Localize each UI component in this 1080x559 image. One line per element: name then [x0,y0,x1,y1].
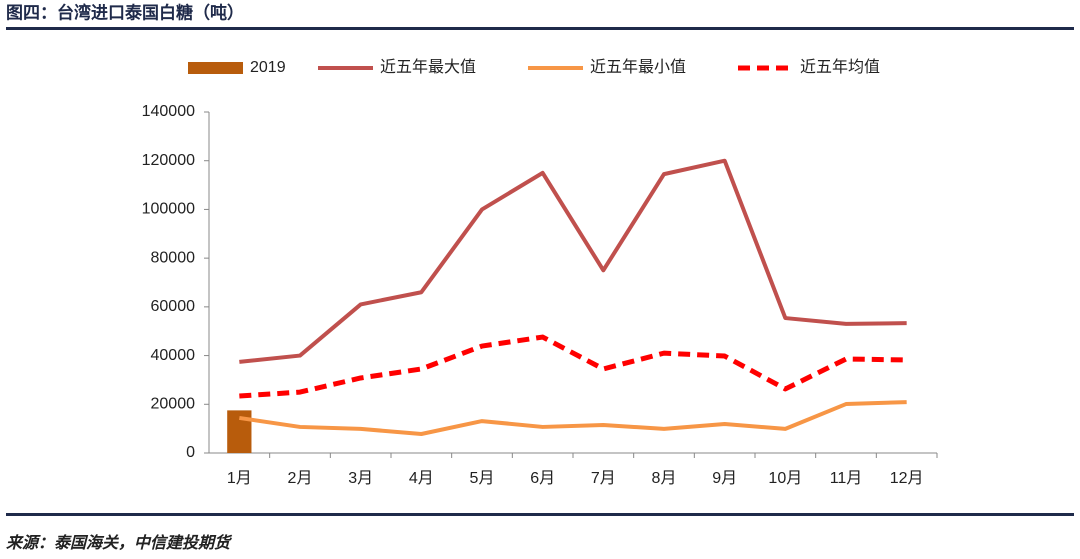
line-series [239,158,907,364]
x-tick-label: 1月 [227,470,252,487]
x-tick-label: 6月 [530,470,555,487]
header-rule [6,27,1074,30]
footer-rule [6,513,1074,516]
x-tick-label: 4月 [409,470,434,487]
x-tick-label: 10月 [768,470,802,487]
y-tick-label: 120000 [142,152,195,169]
x-tick-label: 7月 [591,470,616,487]
y-tick-label: 40000 [151,347,196,364]
legend-label: 近五年最小值 [590,58,686,76]
x-tick-label: 9月 [712,470,737,487]
source-note: 来源：泰国海关，中信建投期货 [6,534,233,552]
y-tick-label: 0 [186,444,195,461]
y-tick-label: 20000 [151,396,196,413]
line-series [239,334,907,399]
bar [227,410,252,453]
x-tick-label: 12月 [890,470,924,487]
x-tick-label: 8月 [652,470,677,487]
x-tick-label: 2月 [288,470,313,487]
legend-label: 近五年均值 [800,58,880,76]
x-tick-label: 11月 [830,470,863,487]
legend-label: 近五年最大值 [380,58,476,76]
chart-title: 图四：台湾进口泰国白糖（吨） [6,2,244,22]
y-tick-label: 140000 [142,103,195,120]
legend-label: 2019 [250,59,286,76]
y-tick-label: 60000 [151,298,196,315]
x-tick-label: 5月 [470,470,495,487]
y-tick-label: 100000 [142,201,195,218]
legend-swatch [188,62,243,74]
y-tick-label: 80000 [151,249,196,266]
x-tick-label: 3月 [348,470,373,487]
line-series [239,400,907,437]
